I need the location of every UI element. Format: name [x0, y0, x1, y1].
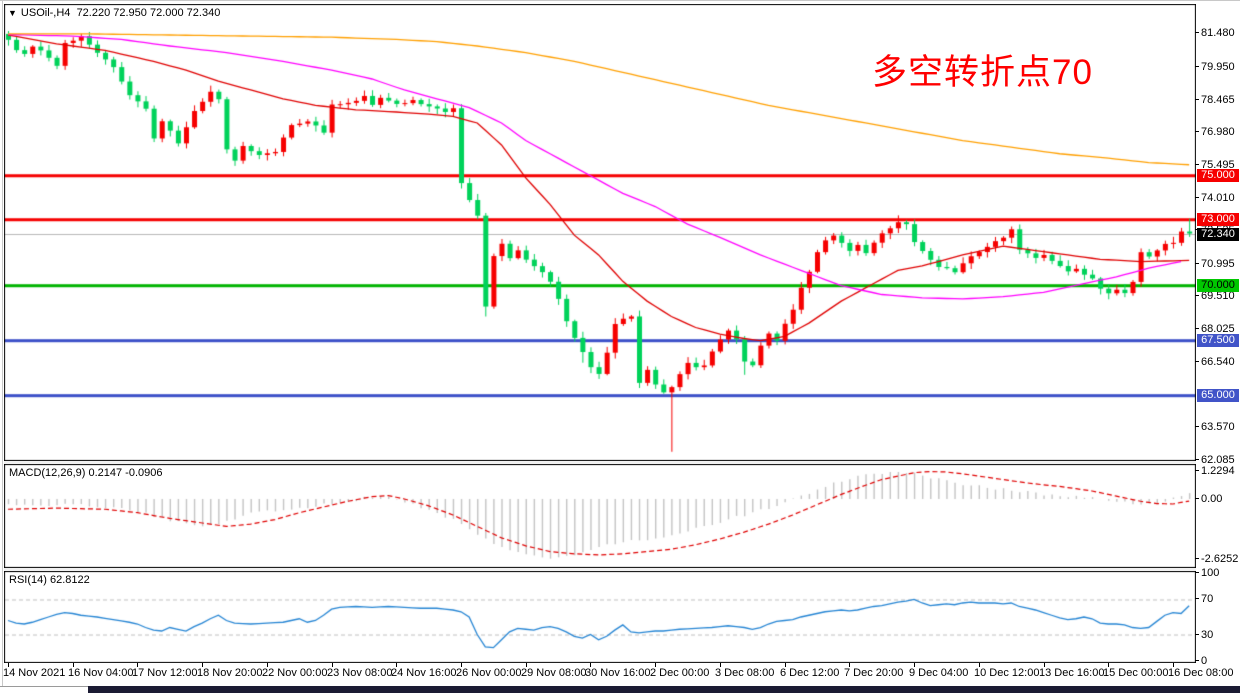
macd-axis-label: 1.2294 [1195, 464, 1235, 477]
ohlc-values: 72.220 72.950 72.000 72.340 [76, 7, 221, 19]
price-axis-label: 75.495 [1195, 158, 1235, 171]
symbol-name: USOil-,H4 [20, 7, 71, 19]
time-tick [914, 663, 915, 667]
symbol-dropdown-icon[interactable]: ▼ [8, 8, 17, 18]
time-tick [979, 663, 980, 667]
time-axis-label: 13 Dec 16:00 [1039, 667, 1105, 679]
time-tick [655, 663, 656, 667]
time-tick [785, 663, 786, 667]
time-axis-label: 10 Dec 12:00 [974, 667, 1040, 679]
time-axis-label: 18 Nov 20:00 [197, 667, 263, 679]
time-tick [396, 663, 397, 667]
price-axis-label: 74.010 [1195, 191, 1235, 204]
time-axis-label: 17 Nov 12:00 [132, 667, 198, 679]
price-tag: 70.000 [1197, 279, 1239, 293]
window-border-left [2, 0, 3, 686]
time-axis-label: 6 Dec 12:00 [780, 667, 840, 679]
time-tick [202, 663, 203, 667]
macd-pane-canvas[interactable] [4, 464, 1196, 568]
window-border-top [0, 0, 1240, 1]
price-axis-label: 69.510 [1195, 290, 1235, 303]
time-axis-label: 15 Dec 00:00 [1103, 667, 1169, 679]
price-axis-label: 81.480 [1195, 27, 1235, 40]
macd-axis-label: 0.00 [1194, 492, 1223, 505]
price-chart-canvas[interactable] [4, 4, 1196, 461]
scrollbar-thumb[interactable] [88, 686, 1240, 693]
price-axis-label: 66.540 [1195, 355, 1235, 368]
macd-axis-label: -2.6252 [1194, 552, 1239, 565]
time-tick [137, 663, 138, 667]
scrollbar-track[interactable] [0, 686, 88, 693]
price-tag: 75.000 [1197, 169, 1239, 183]
time-axis-label: 23 Nov 08:00 [327, 667, 393, 679]
time-tick [73, 663, 74, 667]
time-axis-label: 26 Nov 00:00 [456, 667, 522, 679]
price-axis-label: 78.465 [1195, 93, 1235, 106]
horizontal-scrollbar[interactable] [0, 686, 1240, 693]
time-tick [849, 663, 850, 667]
time-axis-label: 30 Nov 16:00 [585, 667, 651, 679]
chart-title: ▼ USOil-,H4 72.220 72.950 72.000 72.340 [8, 7, 220, 19]
price-tag: 72.340 [1197, 227, 1239, 241]
rsi-axis-label: 100 [1194, 567, 1220, 580]
rsi-axis-label: 70 [1194, 593, 1214, 606]
price-axis-label: 76.980 [1195, 126, 1235, 139]
time-axis-label: 3 Dec 08:00 [715, 667, 775, 679]
time-tick [720, 663, 721, 667]
pane-separator[interactable] [4, 568, 1196, 571]
time-tick [590, 663, 591, 667]
rsi-axis-label: 30 [1194, 628, 1214, 641]
rsi-pane-canvas[interactable] [4, 571, 1196, 663]
time-tick [1044, 663, 1045, 667]
price-tag: 67.500 [1197, 334, 1239, 348]
macd-indicator-label: MACD(12,26,9) 0.2147 -0.0906 [9, 467, 163, 479]
time-axis-label: 2 Dec 00:00 [650, 667, 710, 679]
price-tag: 73.000 [1197, 213, 1239, 227]
time-tick [8, 663, 9, 667]
time-axis-label: 16 Nov 04:00 [68, 667, 134, 679]
time-axis-label: 22 Nov 00:00 [262, 667, 328, 679]
time-tick [332, 663, 333, 667]
time-axis-label: 29 Nov 08:00 [521, 667, 587, 679]
time-tick [1173, 663, 1174, 667]
price-axis-label: 70.995 [1195, 257, 1235, 270]
price-axis-label: 63.570 [1195, 421, 1235, 434]
time-axis-label: 24 Nov 16:00 [391, 667, 457, 679]
time-axis-label: 16 Dec 08:00 [1168, 667, 1234, 679]
rsi-axis-label: 0 [1194, 654, 1208, 667]
price-tag: 65.000 [1197, 389, 1239, 403]
time-axis-label: 14 Nov 2021 [3, 667, 66, 679]
price-axis-label: 79.950 [1195, 60, 1235, 73]
time-axis-label: 7 Dec 20:00 [844, 667, 904, 679]
rsi-indicator-label: RSI(14) 62.8122 [9, 574, 90, 586]
price-axis-label: 68.025 [1195, 323, 1235, 336]
pane-separator[interactable] [4, 461, 1196, 464]
time-tick [267, 663, 268, 667]
time-tick [1108, 663, 1109, 667]
time-tick [461, 663, 462, 667]
annotation-text: 多空转折点70 [872, 53, 1093, 92]
time-tick [526, 663, 527, 667]
price-axis-label: 62.085 [1195, 453, 1235, 466]
time-axis-label: 9 Dec 04:00 [909, 667, 969, 679]
